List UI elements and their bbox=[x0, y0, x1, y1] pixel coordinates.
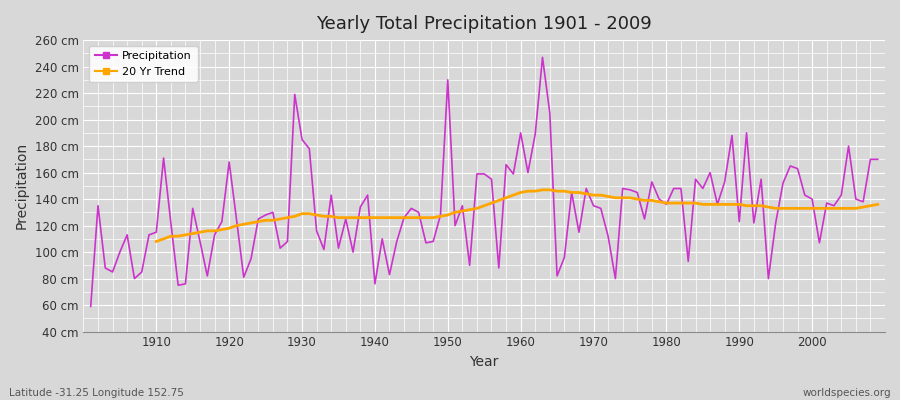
Title: Yearly Total Precipitation 1901 - 2009: Yearly Total Precipitation 1901 - 2009 bbox=[316, 15, 652, 33]
X-axis label: Year: Year bbox=[470, 355, 499, 369]
Y-axis label: Precipitation: Precipitation bbox=[15, 142, 29, 230]
Text: Latitude -31.25 Longitude 152.75: Latitude -31.25 Longitude 152.75 bbox=[9, 388, 184, 398]
Text: worldspecies.org: worldspecies.org bbox=[803, 388, 891, 398]
Legend: Precipitation, 20 Yr Trend: Precipitation, 20 Yr Trend bbox=[89, 46, 198, 82]
